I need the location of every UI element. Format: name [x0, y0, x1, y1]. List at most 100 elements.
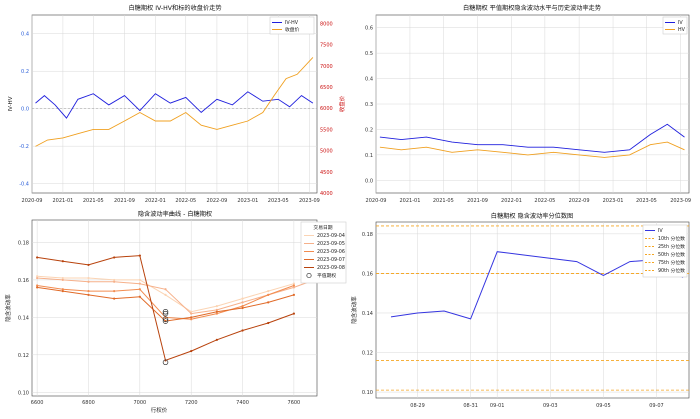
legend-box	[642, 224, 688, 278]
x-tick-label: 2022-09	[569, 198, 590, 204]
atm-marker	[162, 359, 169, 366]
x-tick-label: 2022-01	[145, 198, 166, 204]
y2-axis-label: 收盘价	[338, 95, 346, 112]
smile-point	[292, 312, 295, 315]
y-tick-label: 0.10	[18, 390, 29, 396]
series-line-iv	[379, 123, 685, 153]
y-tick-label: 0.18	[18, 240, 29, 246]
plot-frame	[31, 14, 318, 194]
legend-item-label: IV-HV	[285, 20, 299, 26]
smile-point	[267, 293, 270, 296]
smile-point	[267, 321, 270, 325]
smile-point	[292, 282, 295, 285]
x-tick-label: 08-29	[410, 403, 425, 409]
x-tick-label: 2020-09	[22, 198, 43, 204]
y-tick-label: 0.0	[21, 107, 29, 113]
smile-point	[190, 316, 193, 319]
legend-item-label: 2023-09-08	[317, 265, 345, 271]
legend-title: 交易日期	[313, 224, 332, 231]
y2-tick-label: 4000	[320, 191, 333, 197]
y-tick-label: 0.1	[365, 153, 373, 159]
smile-point	[138, 295, 141, 298]
y-tick-label: 0.10	[362, 390, 373, 396]
smile-point	[87, 280, 90, 283]
atm-marker	[162, 316, 169, 322]
y-tick-label: 0.14	[362, 311, 373, 317]
smile-point	[36, 276, 39, 280]
iv-percentile-panel: 白糖期权 隐含波动率分位数图 隐含波动率 08-29 08-31 09-01 09-0…	[350, 212, 690, 409]
smile-point	[164, 288, 167, 291]
legend-item-label: 收盘价	[285, 26, 300, 33]
series-line-hv	[379, 141, 685, 158]
smile-point	[113, 278, 116, 282]
legend: 交易日期 2023-09-04 2023-09-05 2023-09-06 2023-…	[300, 221, 347, 284]
smile-point	[241, 301, 244, 304]
x-tick-label: 2021-09	[467, 198, 488, 204]
y-axis-label: 隐含波动率	[4, 294, 12, 322]
series-line-iv-hv	[35, 91, 314, 119]
smile-point	[267, 290, 270, 293]
x-tick-label: 09-07	[649, 403, 664, 409]
x-tick-label: 2020-09	[366, 198, 387, 204]
smile-point	[36, 256, 39, 259]
y2-tick-label: 4500	[320, 170, 333, 176]
y2-tick-label: 6500	[320, 85, 333, 91]
x-tick-label: 09-05	[596, 403, 611, 409]
legend-item-label: 2023-09-07	[317, 257, 345, 263]
x-tick-label: 2022-09	[206, 198, 227, 204]
chart-title: 隐含波动率曲线 - 白糖期权	[138, 210, 212, 218]
vol-smile-panel: 隐含波动率曲线 - 白糖期权 行权价 隐含波动率 6600 6800 7000 720…	[4, 210, 347, 414]
y2-tick-label: 5500	[320, 127, 333, 133]
smile-point	[36, 286, 39, 289]
smile-point	[87, 263, 90, 267]
smile-point	[190, 312, 193, 315]
y2-tick-label: 8000	[320, 21, 333, 27]
x-tick-label: 2022-01	[501, 198, 522, 204]
smile-point	[215, 305, 218, 308]
legend-item-label: 90th 分位数	[658, 267, 685, 274]
y-tick-label: 0.16	[18, 278, 29, 284]
smile-point	[36, 284, 39, 287]
smile-point	[190, 318, 193, 321]
y-tick-label: -0.4	[19, 182, 29, 188]
smile-point	[215, 310, 218, 313]
smile-point	[113, 297, 116, 300]
legend-item-label: 平值期权	[317, 272, 336, 279]
plot-frame	[31, 219, 318, 397]
x-tick-label: 2023-01	[603, 198, 624, 204]
smile-point	[292, 284, 295, 287]
y-tick-label: 0.2	[365, 127, 373, 133]
x-tick-label: 2023-05	[636, 198, 657, 204]
smile-point	[267, 301, 270, 304]
y-tick-label: 0.16	[362, 271, 373, 277]
x-tick-label: 2022-05	[175, 198, 196, 204]
smile-point	[138, 278, 141, 282]
smile-point	[241, 329, 244, 332]
smile-point	[292, 293, 295, 296]
y2-tick-label: 6000	[320, 106, 333, 112]
smile-point	[61, 278, 64, 282]
y-tick-label: 0.5	[365, 51, 373, 57]
legend-item-label: 75th 分位数	[658, 259, 685, 266]
smile-point	[87, 276, 90, 280]
x-tick-label: 09-03	[543, 403, 558, 409]
smile-point	[292, 286, 295, 289]
chart-title: 白糖期权 隐含波动率分位数图	[491, 212, 573, 220]
x-tick-label: 7400	[236, 400, 249, 406]
smile-point	[61, 288, 64, 291]
y-tick-label: 0.6	[365, 26, 373, 32]
y-tick-label: 0.4	[365, 77, 373, 83]
iv-hv-price-panel: 白糖期权 IV-HV和标的收盘价走势 IV-HV 收盘价 2020-09 2021…	[8, 4, 346, 204]
smile-point	[36, 275, 39, 278]
smile-point	[241, 305, 244, 308]
legend-item-label: 50th 分位数	[658, 251, 685, 258]
smile-point	[61, 290, 64, 293]
y-tick-label: -0.2	[19, 144, 29, 150]
x-tick-label: 2022-05	[534, 198, 555, 204]
y-tick-label: 0.18	[362, 232, 373, 238]
chart-title: 白糖期权 平值期权隐含波动水平与历史波动率走势	[463, 4, 601, 12]
smile-point	[61, 260, 64, 263]
x-tick-label: 09-01	[490, 403, 505, 409]
atm-marker	[162, 310, 169, 317]
